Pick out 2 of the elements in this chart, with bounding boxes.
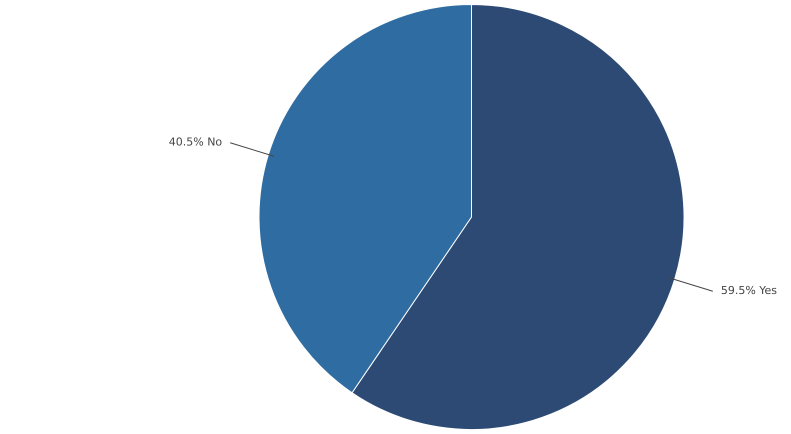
slice-label: 59.5% Yes: [720, 284, 778, 298]
slice-label: 40.5% No: [168, 136, 222, 149]
